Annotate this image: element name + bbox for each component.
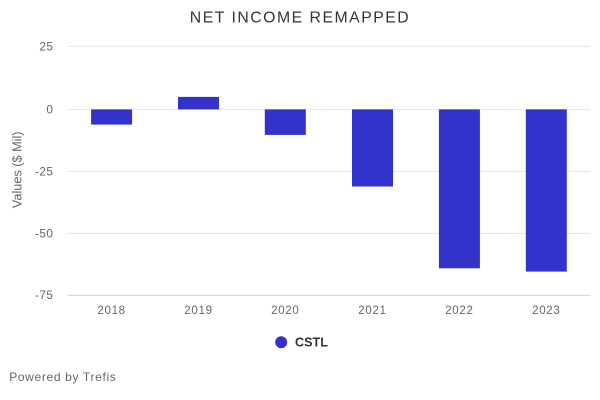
svg-text:Powered by Trefis: Powered by Trefis: [9, 370, 116, 384]
svg-text:2018: 2018: [97, 305, 125, 317]
svg-text:-50: -50: [35, 227, 53, 241]
svg-text:Values ($ Mil): Values ($ Mil): [11, 131, 25, 208]
svg-text:0: 0: [46, 103, 53, 117]
svg-text:2019: 2019: [184, 305, 212, 317]
svg-text:2021: 2021: [358, 305, 386, 317]
svg-text:2020: 2020: [271, 305, 299, 317]
svg-text:2022: 2022: [445, 305, 473, 317]
svg-text:25: 25: [39, 40, 53, 54]
svg-text:2023: 2023: [532, 305, 560, 317]
svg-text:-25: -25: [35, 165, 53, 179]
svg-text:CSTL: CSTL: [295, 336, 328, 350]
svg-text:-75: -75: [35, 288, 53, 302]
svg-text:NET INCOME REMAPPED: NET INCOME REMAPPED: [190, 10, 410, 27]
